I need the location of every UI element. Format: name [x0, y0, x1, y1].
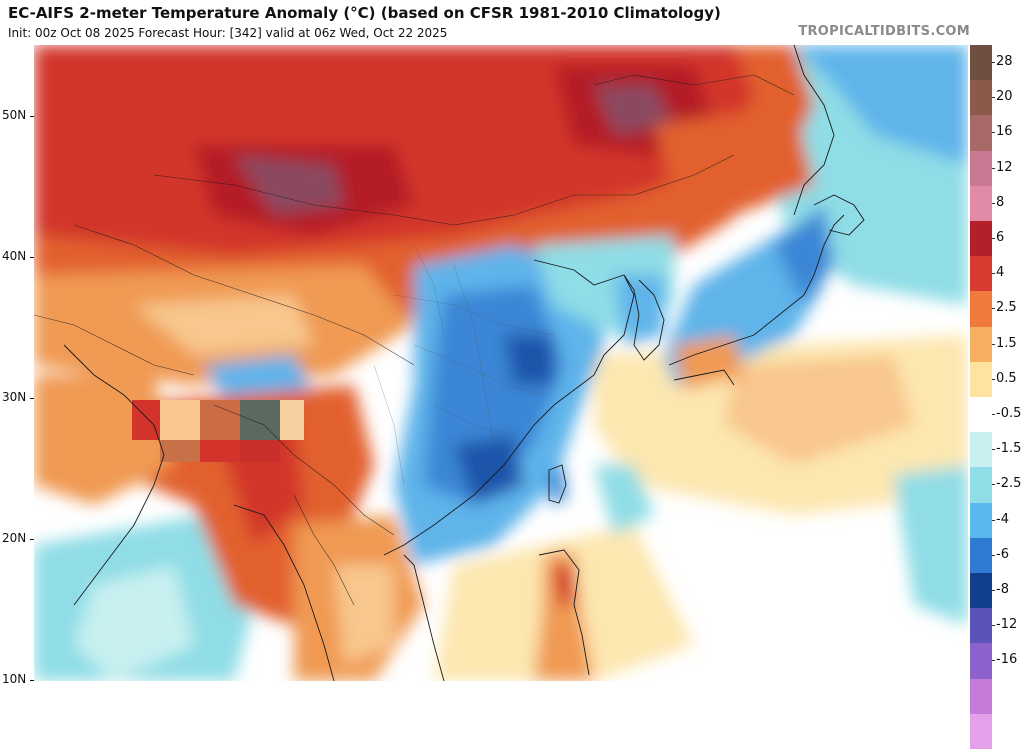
colorbar	[970, 45, 992, 749]
colorbar-label: -1.5	[996, 441, 1022, 457]
forecast-info: Init: 00z Oct 08 2025 Forecast Hour: [34…	[8, 26, 448, 40]
colorbar-tick	[992, 167, 995, 169]
lat-tick	[30, 539, 35, 540]
lat-tick	[30, 116, 35, 117]
colorbar-tick	[992, 625, 995, 627]
colorbar-tick	[992, 414, 995, 415]
colorbar-tick	[992, 554, 995, 556]
lat-label-10n: 10N	[2, 672, 27, 686]
colorbar-segment	[970, 573, 992, 609]
colorbar-label: 2.5	[996, 300, 1017, 316]
colorbar-segment	[970, 80, 992, 116]
colorbar-label: -8	[996, 582, 1009, 597]
colorbar-segment	[970, 502, 992, 539]
colorbar-label: 8	[996, 194, 1005, 210]
colorbar-label: -12	[996, 617, 1018, 633]
colorbar-tick	[992, 343, 995, 345]
colorbar-tick	[992, 308, 995, 310]
colorbar-segment	[970, 397, 992, 433]
lat-label-20n: 20N	[2, 531, 27, 545]
colorbar-segment	[970, 221, 992, 257]
anomaly-map[interactable]	[34, 45, 968, 681]
chart-title: EC-AIFS 2-meter Temperature Anomaly (°C)…	[8, 4, 721, 22]
colorbar-segment	[970, 467, 992, 504]
colorbar-label: -4	[996, 511, 1009, 527]
colorbar-segment	[970, 45, 992, 81]
lat-tick	[30, 257, 35, 258]
colorbar-segment	[970, 432, 992, 468]
colorbar-segment	[970, 678, 992, 715]
province-borders	[373, 244, 555, 486]
coastlines	[63, 45, 865, 681]
anomaly-field	[34, 45, 968, 681]
map-canvas	[34, 45, 968, 681]
lat-label-50n: 50N	[2, 108, 27, 122]
colorbar-tick	[992, 62, 995, 63]
colorbar-label: 20	[996, 89, 1013, 105]
colorbar-tick	[992, 97, 995, 99]
colorbar-segment	[970, 150, 992, 187]
colorbar-label: -16	[996, 652, 1018, 668]
colorbar-label: 16	[996, 124, 1013, 140]
colorbar-segment	[970, 115, 992, 152]
colorbar-segment	[970, 713, 992, 749]
colorbar-label: 28	[996, 54, 1013, 69]
lat-label-40n: 40N	[2, 249, 27, 263]
mosaic-artifact	[132, 400, 304, 462]
colorbar-label: -6	[996, 546, 1009, 562]
colorbar-label: 1.5	[996, 335, 1017, 351]
colorbar-segment	[970, 643, 992, 680]
colorbar-tick	[992, 590, 995, 591]
colorbar-tick	[992, 519, 995, 521]
colorbar-segment	[970, 608, 992, 644]
colorbar-tick	[992, 202, 995, 204]
colorbar-label: -2.5	[996, 476, 1022, 492]
colorbar-label: 12	[996, 159, 1013, 175]
colorbar-segment	[970, 185, 992, 222]
colorbar-tick	[992, 273, 995, 275]
colorbar-tick	[992, 449, 995, 451]
colorbar-segment	[970, 291, 992, 328]
colorbar-label: -0.5	[996, 406, 1022, 421]
colorbar-label: 6	[996, 230, 1005, 245]
colorbar-label: 0.5	[996, 370, 1017, 386]
colorbar-segment	[970, 361, 992, 398]
colorbar-tick	[992, 484, 995, 486]
colorbar-label: 4	[996, 265, 1005, 281]
colorbar-tick	[992, 238, 995, 239]
country-borders	[34, 74, 795, 606]
colorbar-tick	[992, 132, 995, 134]
colorbar-segment	[970, 537, 992, 574]
colorbar-segment	[970, 326, 992, 363]
colorbar-tick	[992, 660, 995, 662]
colorbar-segment	[970, 256, 992, 292]
site-brand[interactable]: TROPICALTIDBITS.COM	[798, 24, 970, 39]
colorbar-tick	[992, 378, 995, 380]
lat-tick	[30, 398, 35, 399]
lat-label-30n: 30N	[2, 390, 27, 404]
